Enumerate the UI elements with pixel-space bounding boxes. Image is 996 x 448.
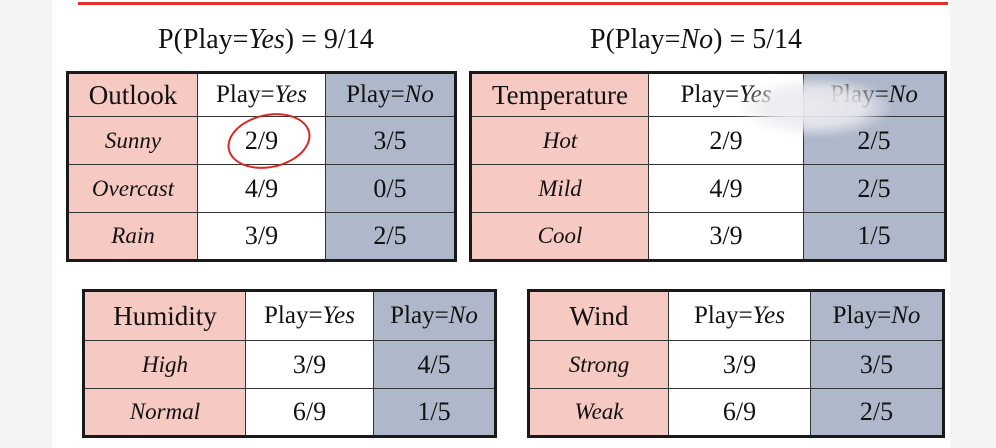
row-label: Strong	[528, 340, 669, 389]
temperature-table: Temperature Play=Yes Play=No Hot 2/9 2/5…	[469, 71, 947, 262]
col-yes-prefix: Play=	[264, 302, 323, 329]
col-yes-value: Yes	[322, 302, 355, 329]
cell-no: 1/5	[373, 388, 496, 437]
cell-yes: 3/9	[245, 340, 374, 389]
col-yes-value: Yes	[752, 302, 785, 329]
row-label: High	[83, 340, 246, 389]
col-no-value: No	[448, 302, 478, 329]
col-yes-prefix: Play=	[216, 81, 275, 108]
top-divider-line	[78, 2, 948, 5]
humidity-table: Humidity Play=Yes Play=No High 3/9 4/5 N…	[82, 289, 497, 438]
col-no-prefix: Play=	[346, 81, 405, 108]
row-label: Normal	[83, 388, 246, 437]
col-yes-prefix: Play=	[694, 302, 753, 329]
outlook-header: Outlook	[67, 72, 198, 117]
cell-yes: 6/9	[668, 388, 811, 437]
cell-yes-value: 2/9	[244, 125, 279, 155]
humidity-header: Humidity	[83, 290, 246, 341]
col-play-no: Play=No	[373, 290, 496, 341]
col-no-prefix: Play=	[390, 302, 449, 329]
wind-table: Wind Play=Yes Play=No Strong 3/9 3/5 Wea…	[527, 289, 945, 438]
cell-yes: 2/9	[197, 105, 326, 176]
cell-yes: 4/9	[197, 164, 326, 213]
col-yes-prefix: Play=	[680, 81, 740, 108]
row-label: Weak	[528, 388, 669, 437]
prior-yes-prefix: P(Play=	[158, 24, 249, 55]
col-yes-value: Yes	[274, 81, 307, 108]
cell-no: 1/5	[803, 212, 946, 261]
prior-yes-value: Yes	[248, 24, 285, 55]
prior-no-suffix: ) = 5/14	[713, 24, 803, 55]
row-label: Rain	[67, 212, 198, 261]
circled-value: 2/9	[222, 105, 316, 176]
row-label: Mild	[470, 164, 649, 213]
cell-no: 2/5	[810, 388, 944, 437]
cell-no: 3/5	[810, 340, 944, 389]
cell-yes: 3/9	[648, 212, 804, 261]
col-no-prefix: Play=	[832, 302, 892, 329]
col-no-value: No	[404, 81, 434, 108]
col-play-yes: Play=Yes	[245, 290, 374, 341]
cell-yes: 6/9	[245, 388, 374, 437]
row-label: Overcast	[67, 164, 198, 213]
col-no-value: No	[891, 302, 921, 329]
cell-yes: 4/9	[648, 164, 804, 213]
col-play-no: Play=No	[325, 72, 456, 117]
row-label: Hot	[470, 116, 649, 165]
cell-yes: 3/9	[197, 212, 326, 261]
cell-no: 4/5	[373, 340, 496, 389]
cell-no: 2/5	[803, 164, 946, 213]
prior-no-prefix: P(Play=	[590, 24, 681, 55]
prior-no-value: No	[680, 24, 714, 55]
cell-no: 0/5	[325, 164, 456, 213]
prior-yes-suffix: ) = 9/14	[284, 24, 374, 55]
cell-yes: 3/9	[668, 340, 811, 389]
cell-no: 3/5	[325, 116, 456, 165]
temperature-header: Temperature	[470, 72, 649, 117]
col-play-no: Play=No	[810, 290, 944, 341]
wind-header: Wind	[528, 290, 669, 341]
blur-overlay	[740, 78, 890, 136]
cell-no: 2/5	[325, 212, 456, 261]
col-play-yes: Play=Yes	[668, 290, 811, 341]
col-play-yes: Play=Yes	[197, 72, 326, 117]
outlook-table: Outlook Play=Yes Play=No Sunny 2/9 3/5 O…	[66, 71, 457, 262]
row-label: Cool	[470, 212, 649, 261]
prior-play-no: P(Play=No) = 5/14	[590, 24, 802, 56]
row-label: Sunny	[67, 116, 198, 165]
prior-play-yes: P(Play=Yes) = 9/14	[158, 24, 374, 56]
col-no-value: No	[888, 81, 918, 108]
